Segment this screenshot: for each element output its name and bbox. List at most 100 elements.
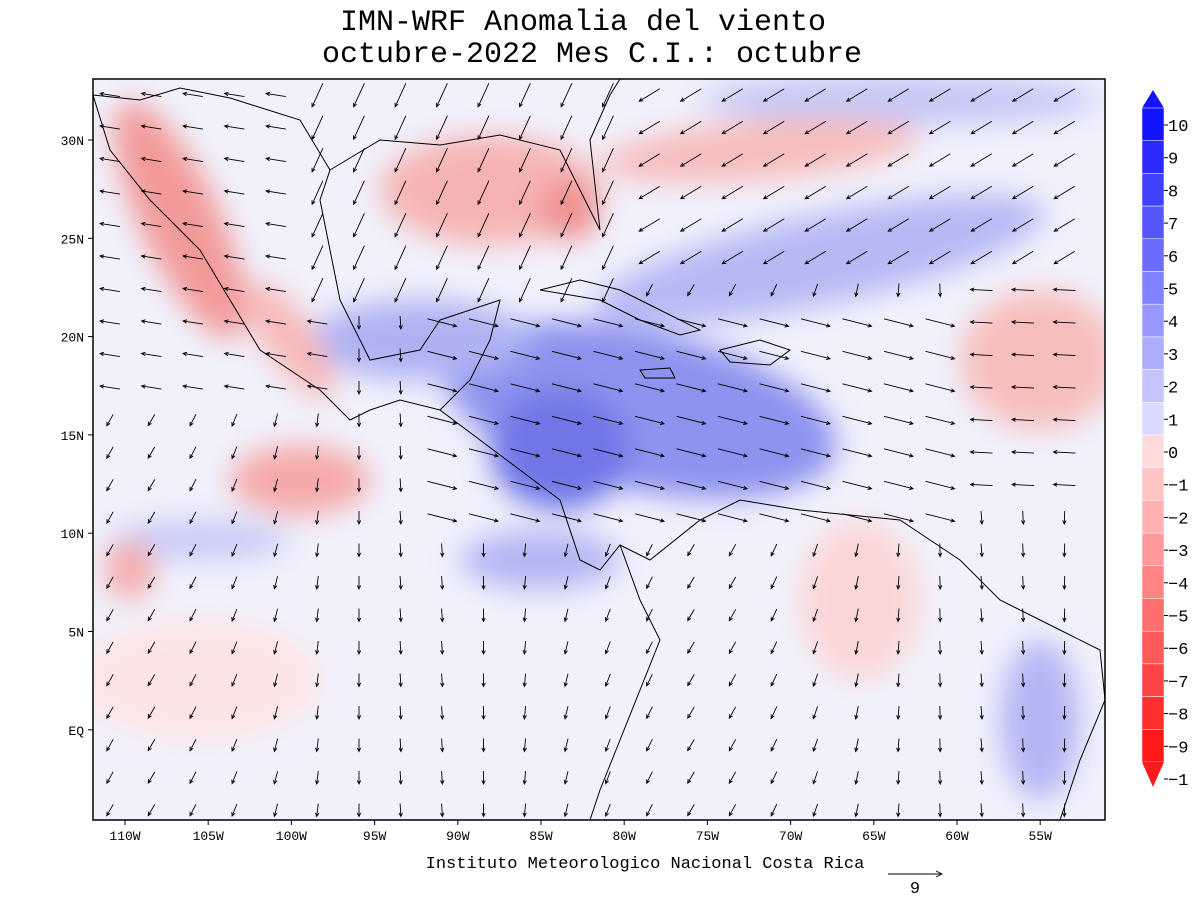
lon-label: 70W — [779, 829, 803, 844]
wind-vector — [1062, 770, 1067, 786]
lon-label: 100W — [276, 829, 307, 844]
wind-vector — [189, 738, 197, 752]
wind-vector — [759, 448, 790, 458]
wind-vector — [560, 278, 573, 303]
wind-vector — [770, 608, 778, 622]
wind-vector — [231, 511, 238, 525]
wind-vector — [676, 480, 707, 490]
wind-vector — [563, 608, 569, 623]
wind-vector — [896, 705, 901, 721]
map-area — [93, 79, 1105, 820]
wind-vector — [969, 352, 993, 357]
colorbar-box — [1141, 271, 1165, 305]
colorbar-label: 9 — [1168, 151, 1178, 170]
colorbar-box — [1141, 434, 1165, 468]
wind-vector — [638, 88, 661, 102]
wind-vector — [477, 180, 490, 206]
wind-vector — [845, 218, 868, 232]
wind-vector — [687, 739, 695, 752]
wind-vector — [522, 770, 527, 786]
wind-vector — [147, 576, 156, 590]
wind-vector — [1021, 608, 1026, 623]
wind-vector — [646, 576, 653, 590]
wind-vector — [147, 804, 156, 817]
wind-vector — [189, 673, 197, 687]
wind-vector — [231, 706, 238, 720]
wind-vector — [551, 350, 583, 360]
wind-vector — [602, 278, 614, 303]
wind-vector — [273, 511, 279, 525]
wind-vector — [1021, 510, 1026, 526]
wind-vector — [812, 608, 819, 623]
wind-vector — [687, 674, 695, 687]
colorbar-box — [1141, 729, 1165, 763]
wind-vector — [522, 673, 527, 688]
wind-vector — [925, 513, 956, 523]
wind-vector — [887, 185, 910, 200]
wind-vector — [398, 770, 403, 786]
wind-vector — [842, 480, 873, 490]
wind-vector — [353, 213, 365, 238]
wind-vector — [440, 640, 445, 656]
wind-vector — [937, 575, 943, 591]
wind-vector — [398, 445, 403, 461]
wind-vectors — [99, 83, 1076, 818]
wind-vector — [770, 283, 778, 297]
wind-vector — [551, 480, 583, 490]
wind-vector — [979, 738, 984, 753]
wind-vector — [937, 673, 943, 688]
wind-vector — [979, 575, 984, 591]
wind-vector — [522, 738, 527, 753]
wind-vector — [356, 413, 362, 428]
wind-vector — [189, 771, 197, 785]
wind-vector — [551, 448, 583, 458]
wind-vector — [687, 641, 695, 655]
wind-vector — [1062, 673, 1067, 688]
colorbar-label: 1 — [1168, 412, 1178, 431]
wind-vector — [937, 608, 943, 623]
wind-vector — [728, 771, 737, 785]
wind-vector — [812, 738, 819, 753]
wind-vector — [436, 148, 448, 173]
wind-vector — [969, 319, 993, 325]
wind-vector — [593, 383, 624, 393]
wind-vector — [804, 153, 827, 167]
wind-vector — [970, 218, 993, 232]
coastlines — [93, 79, 1105, 820]
wind-vector — [676, 513, 707, 523]
wind-vector — [394, 115, 407, 141]
wind-vector — [717, 350, 749, 360]
colorbar-box — [1141, 303, 1165, 338]
colorbar-box — [1141, 565, 1165, 599]
wind-vector — [969, 287, 993, 292]
wind-vector — [1052, 319, 1076, 325]
wind-vector — [979, 770, 984, 786]
wind-vector — [602, 180, 614, 206]
wind-vector — [147, 544, 156, 557]
colorbar-label: 8 — [1168, 183, 1178, 202]
wind-vector — [140, 189, 162, 195]
colorbar-label: −8 — [1168, 707, 1188, 726]
wind-vector — [854, 543, 859, 558]
wind-vector — [883, 383, 915, 393]
wind-vector — [979, 803, 984, 818]
wind-vector — [477, 245, 490, 271]
wind-vector — [231, 478, 238, 492]
wind-vector — [477, 83, 490, 108]
wind-vector — [1053, 120, 1076, 135]
wind-vector — [311, 278, 324, 303]
colorbar-box — [1141, 402, 1165, 436]
wind-vector — [679, 88, 702, 102]
wind-vector — [937, 738, 943, 753]
latitude-labels: 30N 25N 20N 15N 10N 5N EQ — [61, 134, 93, 739]
wind-vector — [265, 384, 286, 390]
wind-vector — [717, 415, 749, 425]
longitude-labels: 110W 105W 100W 95W 90W 85W 80W 75W 70W 65W 60W 55W — [109, 820, 1052, 844]
wind-vector — [842, 350, 873, 360]
colorbar-box — [1141, 173, 1165, 207]
wind-vector — [106, 479, 114, 492]
wind-vector — [896, 803, 901, 818]
wind-vector — [634, 383, 666, 393]
wind-vector — [147, 641, 156, 655]
lat-label: 15N — [61, 429, 84, 444]
